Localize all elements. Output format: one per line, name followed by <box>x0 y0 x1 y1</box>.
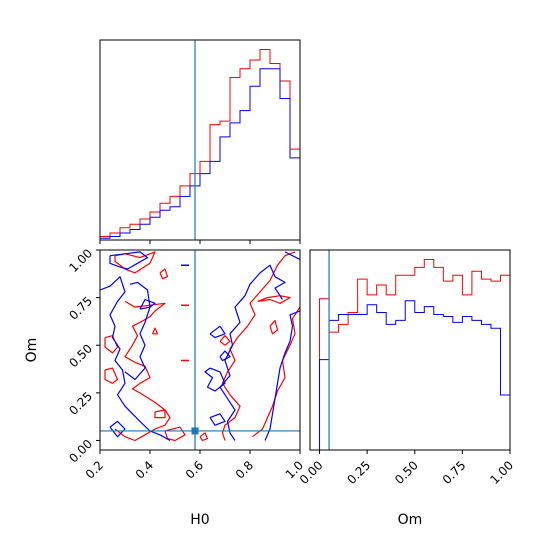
contour-red-6 <box>104 367 119 384</box>
contour-blue-2 <box>124 281 151 381</box>
contour-red-4 <box>151 327 159 335</box>
h0-x-tick-label-1: 0.4 <box>133 458 156 481</box>
contour-blue-6 <box>204 367 226 392</box>
contour-plot-area <box>100 250 300 450</box>
om-x-tick-label-2: 0.50 <box>392 458 421 487</box>
contour-blue-7 <box>209 413 226 426</box>
h0-histogram-plot-area <box>100 40 300 240</box>
contour-blue-5 <box>264 310 300 441</box>
om-histogram-frame <box>309 249 511 451</box>
contour-red-1 <box>114 300 171 442</box>
contour-red-3 <box>159 268 169 280</box>
contour-blue-4 <box>219 264 286 441</box>
contour-red-9 <box>252 306 300 438</box>
contour-blue-0 <box>100 276 171 442</box>
h0-histogram-panel <box>99 39 301 244</box>
om-y-tick-label-3: 0.75 <box>66 294 95 323</box>
om-histogram-plot-area <box>310 250 510 450</box>
contour-blue-10 <box>139 298 156 310</box>
contour-blue-9 <box>219 350 231 362</box>
h0-x-tick-label-3: 0.8 <box>233 458 256 481</box>
contour-blue-3 <box>109 420 126 438</box>
contour-red-12 <box>199 432 209 442</box>
om-histogram-blue-series <box>310 300 510 450</box>
om-y-tick-label-1: 0.25 <box>66 389 95 418</box>
contour-blue-8 <box>209 325 226 339</box>
contour-blue-1 <box>109 251 149 270</box>
contour-red-5 <box>104 335 119 354</box>
om-y-tick-label-2: 0.50 <box>66 341 95 370</box>
contour-blue-11 <box>284 251 300 261</box>
om-y-tick-label-0: 0.00 <box>66 437 95 466</box>
h0-histogram-red-series <box>100 49 300 240</box>
y-axis-label-om: Om <box>24 338 40 363</box>
om-y-tick-label-4: 1.00 <box>66 246 95 275</box>
contour-red-11 <box>219 335 231 346</box>
x-axis-label-om: Om <box>398 512 423 528</box>
om-x-tick-label-3: 0.75 <box>440 458 469 487</box>
contour-red-0 <box>114 251 156 274</box>
x-axis-label-h0: H0 <box>190 512 209 528</box>
om-x-tick-label-1: 0.25 <box>344 458 373 487</box>
truth-point-marker <box>191 427 199 435</box>
contour-red-7 <box>154 409 166 419</box>
h0-om-contour-panel: 0.2 0.4 0.6 0.8 1.00.000.250.500.751.00 <box>66 246 306 481</box>
om-histogram-red-series <box>310 259 510 450</box>
om-histogram-panel: 0.00 0.25 0.50 0.75 1.00 <box>297 249 516 487</box>
h0-histogram-frame <box>99 39 301 241</box>
contour-red-2 <box>164 426 186 442</box>
om-x-tick-label-4: 1.00 <box>487 458 516 487</box>
contour-red-13 <box>269 319 279 335</box>
om-x-tick-label-0: 0.00 <box>297 458 326 487</box>
h0-histogram-blue-series <box>100 68 300 240</box>
h0-x-tick-label-2: 0.6 <box>183 458 206 481</box>
h0-x-tick-label-0: 0.2 <box>83 458 106 481</box>
contour-red-10 <box>257 295 291 304</box>
